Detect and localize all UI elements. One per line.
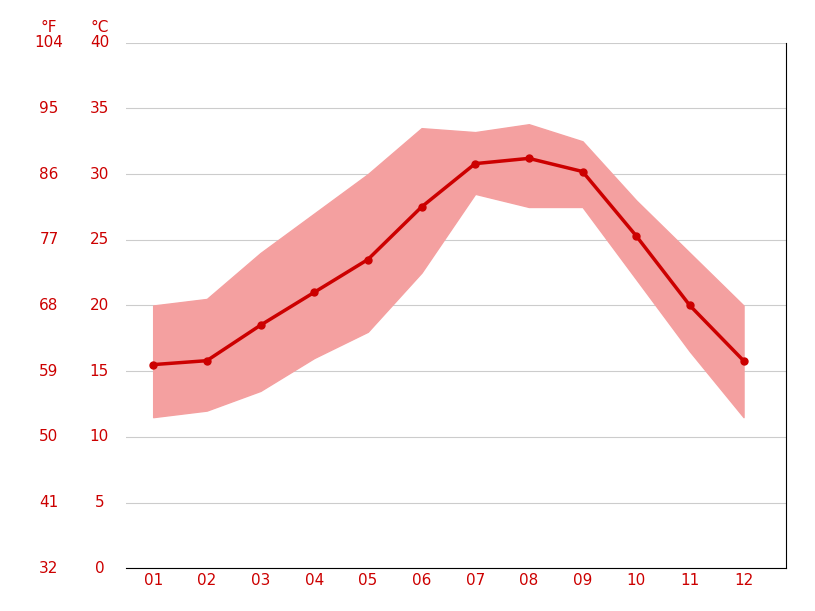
- Text: 15: 15: [90, 364, 109, 379]
- Text: 5: 5: [95, 495, 104, 510]
- Text: 59: 59: [39, 364, 59, 379]
- Text: 77: 77: [39, 232, 59, 247]
- Text: 95: 95: [39, 101, 59, 116]
- Text: 50: 50: [39, 430, 59, 444]
- Text: 86: 86: [39, 167, 59, 181]
- Text: 30: 30: [90, 167, 109, 181]
- Text: 20: 20: [90, 298, 109, 313]
- Text: 32: 32: [39, 561, 59, 576]
- Text: 35: 35: [90, 101, 109, 116]
- Text: 41: 41: [39, 495, 59, 510]
- Text: 25: 25: [90, 232, 109, 247]
- Text: °F: °F: [41, 20, 57, 35]
- Text: 68: 68: [39, 298, 59, 313]
- Text: 10: 10: [90, 430, 109, 444]
- Text: 104: 104: [34, 35, 64, 50]
- Text: °C: °C: [90, 20, 108, 35]
- Text: 0: 0: [95, 561, 104, 576]
- Text: 40: 40: [90, 35, 109, 50]
